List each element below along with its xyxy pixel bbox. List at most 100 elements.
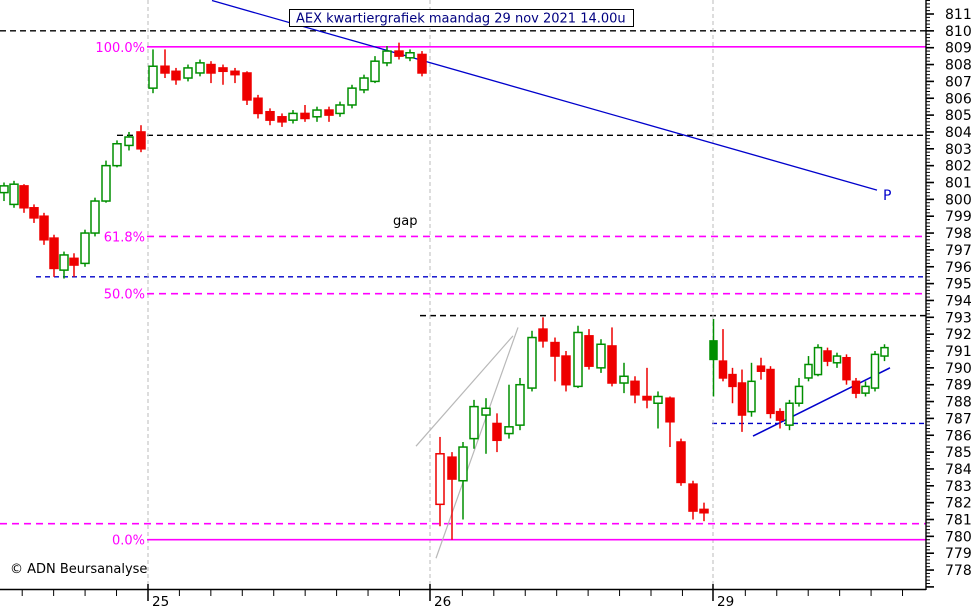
candle-body	[458, 446, 468, 482]
candle-body	[596, 343, 606, 369]
wedge-line	[435, 327, 519, 559]
candle-body	[699, 508, 709, 514]
y-axis-label: 808	[945, 58, 972, 74]
y-axis-label: 801	[945, 176, 972, 192]
candle-body	[747, 380, 756, 413]
candle-body	[136, 131, 146, 150]
y-axis-label: 794	[945, 293, 972, 309]
candle-body	[804, 363, 813, 379]
candle-body	[492, 422, 502, 442]
y-axis-label: 806	[945, 91, 972, 107]
x-axis-day-label: 25	[152, 594, 169, 610]
watermark-copyright: © ADN Beursanalyse	[10, 562, 147, 577]
candle-body	[447, 456, 457, 480]
candle-body	[29, 207, 39, 219]
y-axis-label: 781	[945, 513, 972, 529]
candle-body	[515, 383, 525, 426]
candle-body	[9, 183, 19, 206]
y-axis-label: 810	[945, 24, 972, 40]
y-axis-label: 809	[945, 41, 972, 57]
candle-body	[112, 142, 122, 167]
candle-body	[59, 254, 69, 271]
candle-body	[653, 395, 663, 404]
candle-body	[195, 62, 205, 74]
candle-body	[737, 382, 747, 416]
y-axis-label: 798	[945, 226, 972, 242]
candle-body	[550, 341, 560, 357]
candle-body	[538, 328, 548, 342]
candle-body	[335, 104, 345, 115]
fib-label: 50.0%	[104, 288, 145, 303]
fibonacci-lines: 100.0% 61.8% 50.0% 0.0%	[0, 41, 926, 549]
y-axis-label: 803	[945, 142, 972, 158]
candle-body	[265, 110, 275, 121]
blue-trendlines	[211, 0, 891, 437]
y-axis-label: 795	[945, 277, 972, 293]
candle-body	[880, 346, 889, 357]
trendline-rising-support-day29	[752, 367, 891, 437]
candle-body	[124, 136, 134, 147]
candle-body	[148, 65, 158, 89]
y-axis-label: 796	[945, 260, 972, 276]
candle-body	[573, 331, 583, 388]
candle-body	[347, 87, 357, 106]
candle-body	[870, 353, 880, 389]
y-axis-label: 790	[945, 361, 972, 377]
y-axis-label: 784	[945, 462, 972, 478]
y-axis-label: 799	[945, 209, 972, 225]
candle-body	[417, 53, 427, 74]
candle-body	[718, 360, 728, 379]
candle-body	[206, 63, 216, 74]
trendline-descending-resistance	[211, 0, 878, 191]
y-axis-label: 789	[945, 378, 972, 394]
candle-body	[832, 355, 842, 364]
candle-body	[527, 336, 537, 389]
candle-body	[370, 60, 380, 83]
y-axis-label: 804	[945, 125, 972, 141]
y-axis-label: 793	[945, 310, 972, 326]
candle-body	[171, 70, 181, 81]
candle-body	[851, 380, 861, 394]
candle-body	[642, 395, 652, 401]
candle-body	[253, 97, 263, 115]
x-axis: 25 26 29	[0, 584, 926, 610]
candle-body	[80, 232, 90, 265]
wedge-line	[415, 335, 514, 447]
candle-body	[183, 67, 193, 79]
candle-body	[775, 410, 785, 421]
candle-body	[676, 441, 686, 484]
candle-body	[794, 385, 804, 404]
candle-body	[823, 350, 832, 362]
y-axis-label: 805	[945, 108, 972, 124]
candle-body	[619, 375, 629, 384]
y-axis-label: 786	[945, 428, 972, 444]
candle-body	[312, 109, 322, 118]
candle-body	[39, 215, 49, 241]
candle-body	[101, 164, 111, 202]
candle-body	[561, 355, 571, 386]
candle-body	[728, 373, 737, 388]
candle-body	[630, 380, 640, 396]
candle-body	[242, 72, 252, 101]
candle-body	[481, 407, 491, 416]
candle-body	[90, 200, 100, 234]
candle-body	[813, 346, 823, 376]
candle-body	[766, 368, 775, 415]
candle-body	[607, 345, 617, 384]
wedge-trendlines	[415, 327, 519, 559]
fib-label: 61.8%	[104, 230, 145, 245]
chart-title: AEX kwartiergrafiek maandag 29 nov 2021 …	[296, 12, 626, 27]
x-axis-day-label: 29	[717, 594, 734, 610]
candle-body	[842, 356, 851, 381]
candle-body	[435, 453, 445, 506]
candle-body	[359, 77, 369, 91]
y-axis-label: 782	[945, 496, 972, 512]
candle-body	[394, 50, 404, 57]
candle-body	[160, 65, 170, 74]
candle-body	[49, 237, 59, 270]
chart-title-box: AEX kwartiergrafiek maandag 29 nov 2021 …	[289, 9, 634, 27]
candle-body	[300, 112, 310, 120]
candle-body	[19, 185, 29, 209]
y-axis-label: 807	[945, 74, 972, 90]
trendline-p-label: P	[883, 188, 891, 204]
